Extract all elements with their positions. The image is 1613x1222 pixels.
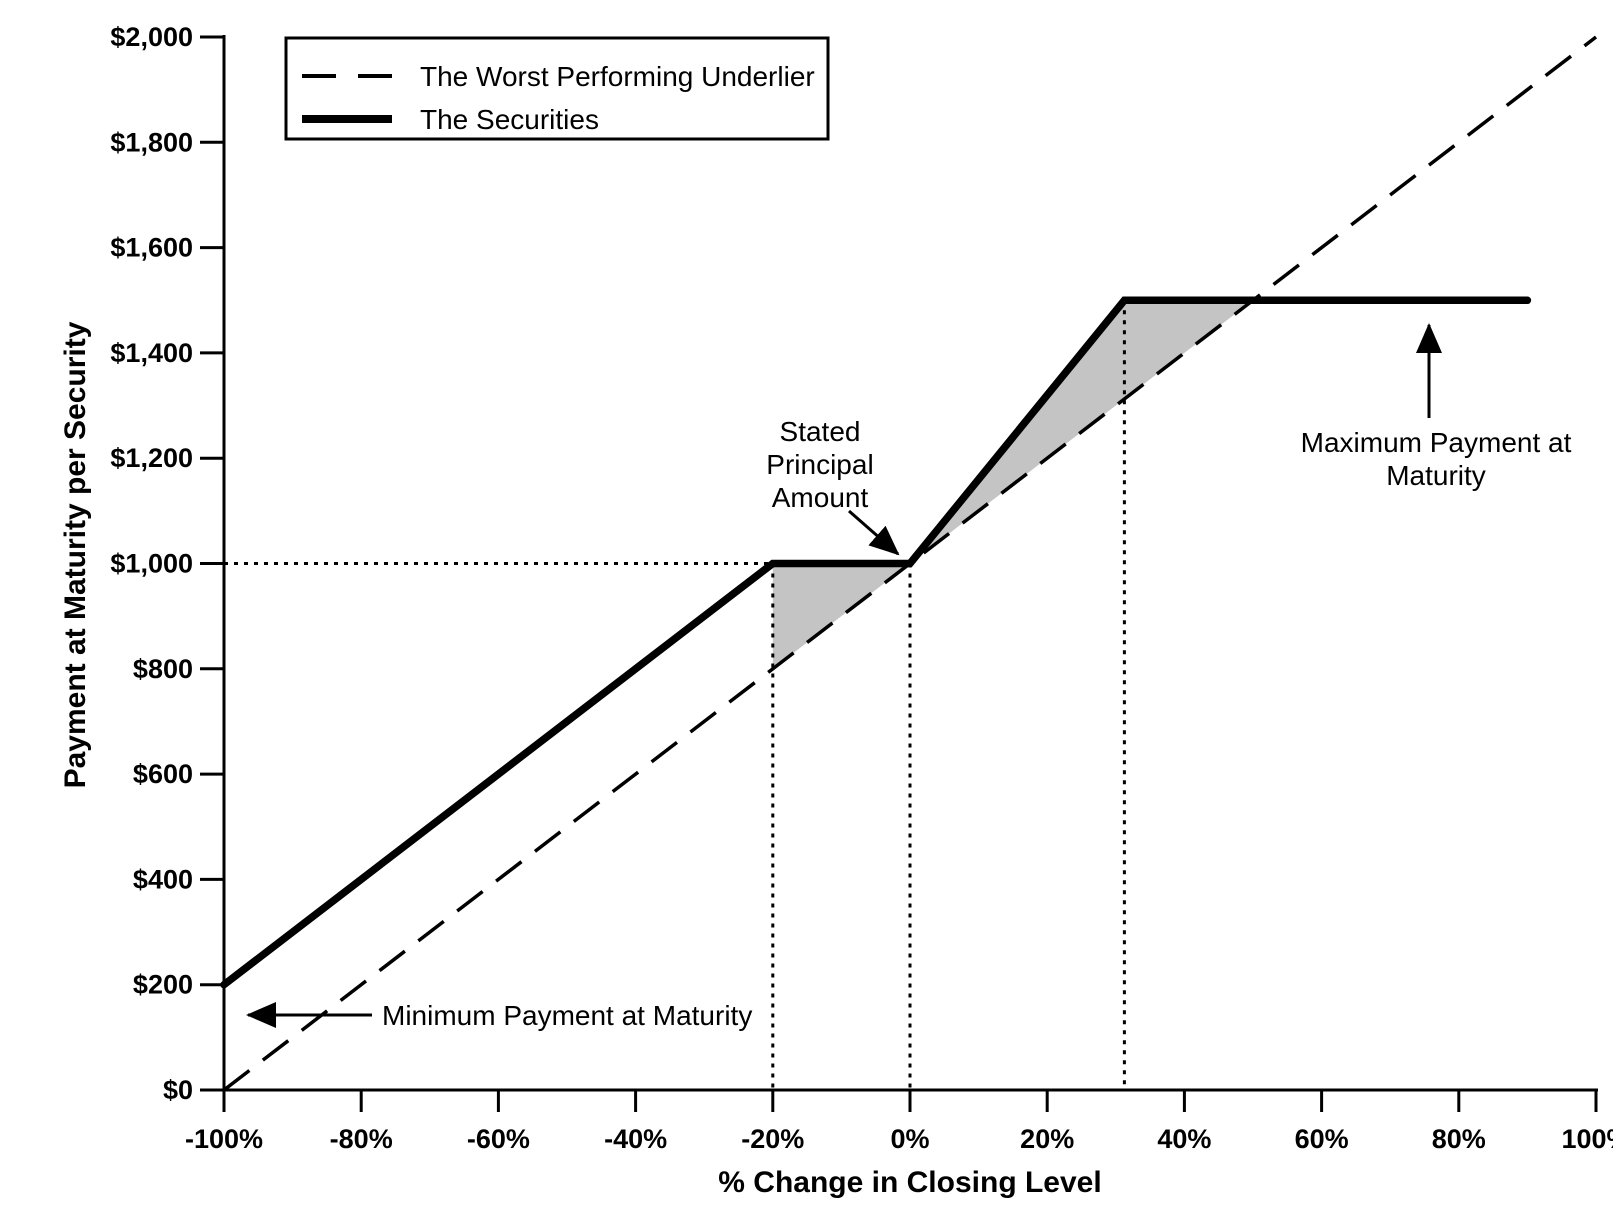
x-tick-label: 100% [1561,1124,1613,1154]
y-tick-label: $2,000 [110,22,193,52]
y-tick-label: $1,200 [110,443,193,473]
y-tick-label: $1,000 [110,549,193,579]
x-axis-title: % Change in Closing Level [718,1166,1101,1199]
x-tick-label: 20% [1020,1124,1074,1154]
y-axis-title: Payment at Maturity per Security [59,321,92,788]
y-tick-label: $800 [133,654,193,684]
x-tick-label: 80% [1432,1124,1486,1154]
y-tick-label: $400 [133,864,193,894]
x-tick-label: 0% [890,1124,929,1154]
y-axis-tick-labels: $0 $200 $400 $600 $800 $1,000 $1,200 $1,… [110,22,193,1105]
x-axis-tick-labels: -100% -80% -60% -40% -20% 0% 20% 40% 60%… [185,1124,1613,1154]
y-tick-label: $0 [163,1075,193,1105]
x-tick-label: -80% [330,1124,393,1154]
y-tick-label: $200 [133,970,193,1000]
stated-principal-line1: Stated [780,416,861,447]
stated-principal-line3: Amount [772,482,869,513]
securities-line [220,296,1532,989]
legend-label-underlier: The Worst Performing Underlier [420,61,815,92]
x-tick-label: 60% [1295,1124,1349,1154]
legend: The Worst Performing Underlier The Secur… [284,36,830,141]
x-tick-label: -60% [467,1124,530,1154]
annotation-maximum-payment: Maximum Payment at Maturity [1301,323,1572,491]
y-tick-label: $1,800 [110,127,193,157]
x-tick-label: 40% [1157,1124,1211,1154]
stated-principal-line2: Principal [766,449,873,480]
y-axis-ticks [200,35,224,1092]
annotation-minimum-payment: Minimum Payment at Maturity [246,1000,752,1031]
annotation-stated-principal: Stated Principal Amount [766,416,900,556]
y-tick-label: $1,600 [110,233,193,263]
maximum-payment-line2: Maturity [1386,460,1486,491]
x-tick-label: -100% [185,1124,263,1154]
legend-label-securities: The Securities [420,104,599,135]
stated-principal-arrow [848,509,900,556]
maximum-payment-line1: Maximum Payment at [1301,427,1572,458]
x-axis-ticks [222,1090,1598,1112]
y-tick-label: $1,400 [110,338,193,368]
x-tick-label: -40% [604,1124,667,1154]
y-tick-label: $600 [133,759,193,789]
x-tick-label: -20% [741,1124,804,1154]
minimum-payment-label: Minimum Payment at Maturity [382,1000,752,1031]
